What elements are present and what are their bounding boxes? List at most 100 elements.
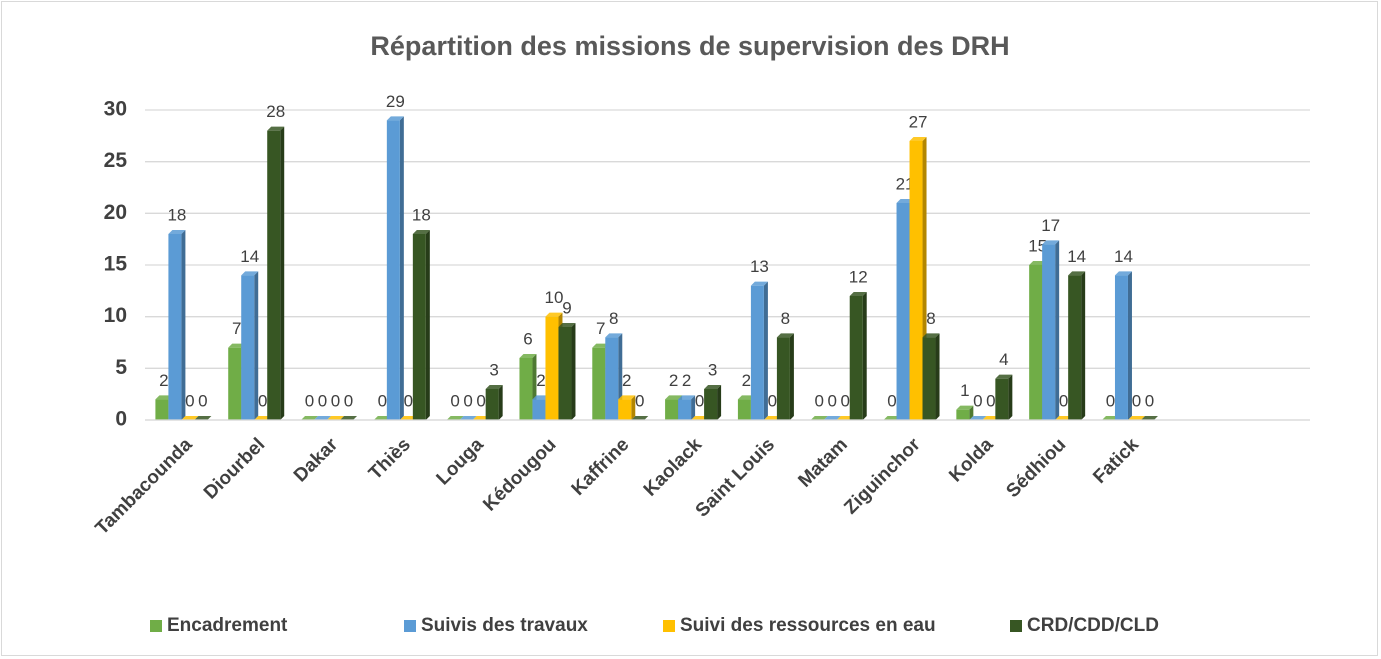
bar-top (691, 416, 709, 420)
bar-top (1068, 271, 1086, 276)
bar-top (532, 395, 550, 400)
bar (665, 399, 679, 420)
data-label: 0 (476, 391, 485, 410)
data-label: 0 (973, 391, 982, 410)
data-label: 8 (781, 309, 790, 328)
data-label: 0 (450, 391, 459, 410)
data-label: 0 (344, 391, 353, 410)
bar-top (605, 333, 623, 338)
bar (558, 327, 572, 420)
bar-top (982, 416, 1000, 420)
bar (1068, 275, 1082, 420)
bar-top (1114, 271, 1132, 276)
bar-top (267, 126, 285, 131)
bar-top (776, 333, 794, 338)
data-label: 4 (999, 350, 1008, 369)
bar-top (301, 416, 319, 420)
bar (155, 399, 169, 420)
data-label: 0 (1132, 391, 1141, 410)
bar-top (836, 416, 854, 420)
data-label: 10 (545, 288, 564, 307)
bar (241, 275, 255, 420)
bar-side (717, 385, 722, 420)
bar-side (789, 333, 794, 420)
bar (168, 234, 182, 420)
bar-top (446, 416, 464, 420)
bar-top (459, 416, 477, 420)
bar (896, 203, 910, 420)
bar-top (592, 343, 610, 348)
bar-top (995, 374, 1013, 379)
bar (922, 337, 936, 420)
bar (737, 399, 751, 420)
data-label: 0 (1106, 391, 1115, 410)
bar-top (665, 395, 683, 400)
bar-top (883, 416, 901, 420)
bar (605, 337, 619, 420)
bar-top (750, 281, 768, 286)
bar-top (896, 199, 914, 203)
bar-top (737, 395, 755, 400)
bar-top (327, 416, 345, 420)
data-label: 0 (827, 391, 836, 410)
data-label: 0 (318, 391, 327, 410)
legend-label: CRD/CDD/CLD (1027, 615, 1159, 636)
legend-swatch (1010, 620, 1022, 632)
bar (267, 130, 281, 420)
data-label: 0 (185, 391, 194, 410)
data-label: 18 (167, 205, 186, 224)
data-label: 17 (1041, 216, 1060, 235)
bar (909, 141, 923, 420)
bar-top (678, 395, 696, 400)
bar-top (969, 416, 987, 420)
bar (1114, 275, 1128, 420)
bar-top (956, 405, 974, 410)
legend-label: Suivi des ressources en eau (680, 615, 936, 636)
bar-top (519, 354, 537, 358)
chart-title: Répartition des missions de supervision … (370, 31, 1009, 61)
bar-side (691, 395, 696, 420)
data-label: 9 (562, 298, 571, 317)
data-label: 0 (198, 391, 207, 410)
bar (849, 296, 863, 420)
bar-side (399, 116, 404, 420)
bar-top (412, 230, 430, 234)
bar-top (314, 416, 332, 420)
bar-top (1127, 416, 1145, 420)
bar-side (763, 281, 768, 420)
bar-side (1081, 271, 1086, 420)
bar-top (909, 137, 927, 141)
bar-side (969, 405, 974, 420)
data-label: 0 (258, 391, 267, 410)
bar-top (1101, 416, 1119, 420)
bar (618, 399, 632, 420)
data-label: 0 (695, 391, 704, 410)
bar-top (631, 416, 649, 420)
data-label: 0 (1059, 391, 1068, 410)
bar-top (922, 333, 940, 338)
bar-side (935, 333, 940, 420)
data-label: 14 (1114, 247, 1133, 266)
y-tick-label: 20 (104, 201, 127, 224)
data-label: 8 (926, 309, 935, 328)
bar (1042, 244, 1056, 420)
y-tick-label: 0 (115, 408, 127, 431)
bar-side (862, 292, 867, 420)
bar-top (241, 271, 259, 276)
y-tick-label: 25 (104, 149, 128, 172)
bar (485, 389, 499, 420)
data-label: 29 (386, 92, 405, 111)
bar (995, 378, 1009, 420)
bar-side (425, 230, 430, 420)
data-label: 3 (489, 360, 498, 379)
data-label: 7 (232, 319, 241, 338)
legend-swatch (150, 620, 162, 632)
bar-top (1029, 261, 1047, 265)
bar-side (1055, 240, 1060, 420)
legend-label: Encadrement (167, 615, 288, 636)
bar-top (618, 395, 636, 400)
bar-top (849, 292, 867, 296)
bar-top (823, 416, 841, 420)
bar-top (472, 416, 490, 420)
bar (678, 399, 692, 420)
